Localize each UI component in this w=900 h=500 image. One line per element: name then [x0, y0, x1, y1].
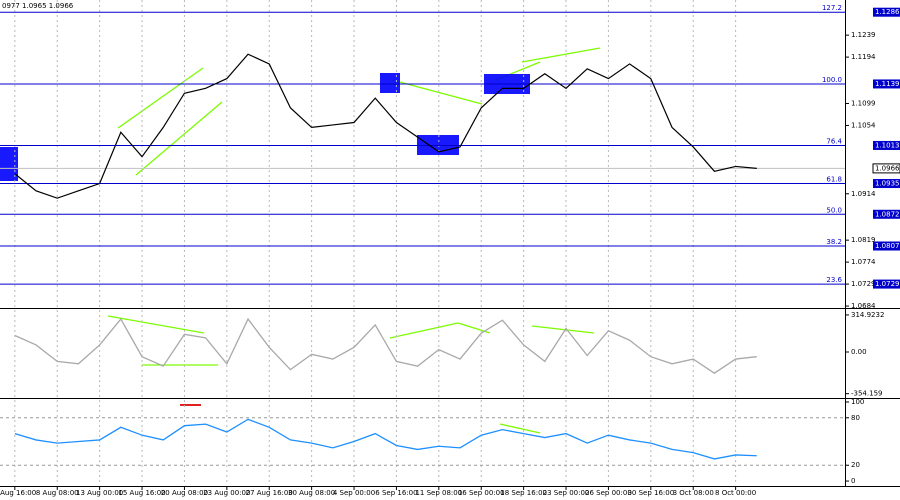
x-tick-label: 8 Aug 08:00 — [36, 489, 79, 497]
y-tick-label: 1.1054 — [851, 121, 876, 129]
price-tag — [873, 241, 900, 251]
x-tick-label: 13 Aug 00:00 — [76, 489, 123, 497]
series-line — [14, 418, 757, 460]
y-tick-label: 1.0684 — [851, 302, 876, 310]
trendline — [107, 315, 205, 334]
price-tag-label: 1.1013 — [875, 141, 900, 149]
x-tick-label: 5 Aug 16:00 — [0, 489, 36, 497]
trendline — [521, 47, 601, 63]
series-line — [14, 317, 757, 374]
trendline — [389, 322, 459, 339]
x-tick-label: 18 Sep 16:00 — [500, 489, 547, 497]
y-tick-label: 1.0774 — [851, 258, 876, 266]
x-tick-label: 27 Aug 16:00 — [246, 489, 293, 497]
price-tag — [873, 79, 900, 89]
y-tick-label: 1.1099 — [851, 99, 876, 107]
x-tick-label: 26 Sep 00:00 — [585, 489, 632, 497]
fib-label: 38.2 — [826, 238, 842, 246]
y-tick-label: 1.0819 — [851, 236, 876, 244]
fib-label: 100.0 — [822, 76, 842, 84]
y-tick-label: 1.0729 — [851, 280, 876, 288]
price-tag — [873, 279, 900, 289]
zone — [380, 73, 400, 93]
y-tick-label: 1.1194 — [851, 53, 876, 61]
chart-title: 0977 1.0965 1.0966 — [2, 2, 74, 10]
x-tick-label: 6 Sep 16:00 — [375, 489, 417, 497]
price-tag — [873, 209, 900, 219]
x-tick-label: 4 Sep 00:00 — [333, 489, 375, 497]
x-tick-label: 3 Oct 08:00 — [673, 489, 714, 497]
fib-label: 76.4 — [826, 137, 842, 145]
last-price-label: 1.0966 — [875, 164, 900, 172]
series-line — [14, 53, 757, 199]
price-tag-label: 1.0729 — [875, 280, 900, 288]
fib-label: 50.0 — [826, 206, 842, 214]
x-tick-label: 30 Sep 16:00 — [627, 489, 674, 497]
price-tag — [873, 7, 900, 17]
trendline — [499, 423, 541, 434]
y-tick-label: 1.0914 — [851, 190, 876, 198]
y-tick-label: 1.1239 — [851, 31, 876, 39]
x-tick-label: 23 Sep 00:00 — [543, 489, 590, 497]
price-tag — [872, 163, 900, 174]
y-tick-label: 0 — [851, 477, 855, 485]
y-tick-label: 80 — [851, 414, 860, 422]
fib-label: 127.2 — [822, 4, 842, 12]
fib-label: 23.6 — [826, 276, 842, 284]
y-tick-label: -354.159 — [851, 390, 882, 398]
trendline — [117, 67, 204, 129]
price-tag — [873, 179, 900, 189]
price-tag-label: 1.0807 — [875, 242, 900, 250]
price-tag-label: 1.1139 — [875, 80, 900, 88]
price-tag — [873, 140, 900, 150]
zone — [0, 147, 18, 181]
y-tick-label: 314.9232 — [851, 311, 884, 319]
trendline — [531, 325, 595, 334]
y-tick-label: 20 — [851, 461, 860, 469]
trendline — [135, 101, 223, 176]
x-tick-label: 30 Aug 08:00 — [288, 489, 335, 497]
frames — [0, 0, 900, 487]
y-tick-label: 0.00 — [851, 348, 867, 356]
price-tag-label: 1.0935 — [875, 180, 900, 188]
price-tag-label: 1.0872 — [875, 210, 900, 218]
x-tick-label: 23 Aug 00:00 — [203, 489, 250, 497]
y-tick-label: 100 — [851, 398, 864, 406]
x-tick-label: 8 Oct 00:00 — [715, 489, 756, 497]
price-tag-label: 1.1286 — [875, 8, 900, 16]
x-tick-label: 16 Sep 00:00 — [458, 489, 505, 497]
x-tick-label: 15 Aug 16:00 — [118, 489, 165, 497]
x-tick-label: 11 Sep 08:00 — [415, 489, 462, 497]
x-tick-label: 20 Aug 08:00 — [161, 489, 208, 497]
fib-label: 61.8 — [826, 176, 842, 184]
